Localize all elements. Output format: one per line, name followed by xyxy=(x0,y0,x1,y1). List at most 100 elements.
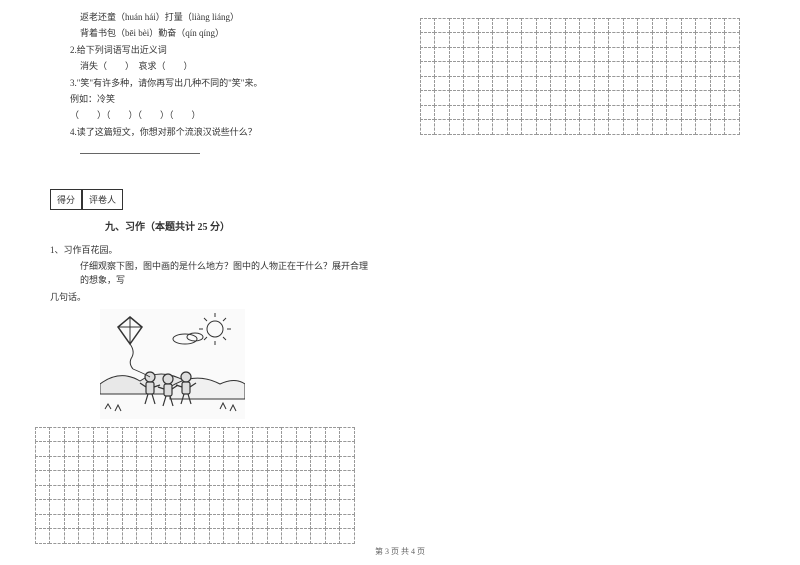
grid-cell xyxy=(550,32,566,48)
grid-row xyxy=(420,18,739,33)
grid-cell xyxy=(434,61,450,77)
grid-cell xyxy=(209,441,225,457)
grid-cell xyxy=(579,18,595,34)
grid-cell xyxy=(267,514,283,530)
reading-q3-example: 例如：冷笑 xyxy=(50,92,385,106)
grid-cell xyxy=(507,32,523,48)
section9-instr3: 几句话。 xyxy=(50,290,385,304)
grid-cell xyxy=(310,427,326,443)
grid-cell xyxy=(492,18,508,34)
grid-cell xyxy=(652,119,668,135)
grid-cell xyxy=(252,441,268,457)
grid-cell xyxy=(565,105,581,121)
grid-cell xyxy=(623,18,639,34)
grid-cell xyxy=(151,456,167,472)
grid-cell xyxy=(107,427,123,443)
grid-cell xyxy=(695,90,711,106)
grid-cell xyxy=(666,119,682,135)
grid-cell xyxy=(209,499,225,515)
grid-cell xyxy=(434,119,450,135)
grid-cell xyxy=(180,441,196,457)
grid-row xyxy=(420,105,739,120)
grid-cell xyxy=(93,528,109,544)
grid-cell xyxy=(136,499,152,515)
left-column: 返老还童（huán hái）打量（liàng liáng） 背着书包（bēi b… xyxy=(0,0,400,565)
grid-cell xyxy=(478,105,494,121)
grid-cell xyxy=(64,470,80,486)
grid-cell xyxy=(35,470,51,486)
grid-cell xyxy=(93,514,109,530)
grid-cell xyxy=(492,61,508,77)
grid-cell xyxy=(136,514,152,530)
page-footer: 第 3 页 共 4 页 xyxy=(0,546,800,557)
grid-cell xyxy=(565,47,581,63)
grid-cell xyxy=(449,32,465,48)
grid-cell xyxy=(223,427,239,443)
kite-drawing xyxy=(100,309,245,419)
grid-cell xyxy=(325,499,341,515)
grid-cell xyxy=(122,485,138,501)
grid-cell xyxy=(78,441,94,457)
grid-cell xyxy=(339,441,355,457)
grid-cell xyxy=(122,528,138,544)
grid-cell xyxy=(209,514,225,530)
grid-cell xyxy=(637,119,653,135)
grid-cell xyxy=(521,90,537,106)
grid-cell xyxy=(165,470,181,486)
grid-cell xyxy=(281,470,297,486)
grid-cell xyxy=(180,499,196,515)
grid-cell xyxy=(78,499,94,515)
grid-cell xyxy=(681,18,697,34)
grid-row xyxy=(35,456,354,471)
grid-row xyxy=(420,76,739,91)
grid-cell xyxy=(521,32,537,48)
grid-cell xyxy=(507,119,523,135)
grid-cell xyxy=(238,528,254,544)
grid-cell xyxy=(267,427,283,443)
grid-cell xyxy=(267,485,283,501)
grid-cell xyxy=(93,427,109,443)
grid-cell xyxy=(35,528,51,544)
grid-cell xyxy=(594,18,610,34)
grid-cell xyxy=(579,90,595,106)
grid-cell xyxy=(267,470,283,486)
section9-instr1: 1、习作百花园。 xyxy=(50,243,385,257)
grid-cell xyxy=(594,47,610,63)
grid-cell xyxy=(281,514,297,530)
grid-cell xyxy=(296,441,312,457)
grid-cell xyxy=(434,105,450,121)
grid-cell xyxy=(420,105,436,121)
grid-cell xyxy=(165,441,181,457)
grid-cell xyxy=(666,90,682,106)
grid-cell xyxy=(449,105,465,121)
grid-cell xyxy=(521,18,537,34)
grid-cell xyxy=(594,90,610,106)
grid-cell xyxy=(325,441,341,457)
grid-cell xyxy=(565,61,581,77)
grid-cell xyxy=(252,485,268,501)
grid-cell xyxy=(64,427,80,443)
grid-cell xyxy=(151,528,167,544)
grid-cell xyxy=(637,47,653,63)
score-label: 得分 xyxy=(50,189,82,210)
grid-cell xyxy=(165,528,181,544)
grid-cell xyxy=(194,499,210,515)
grid-cell xyxy=(652,47,668,63)
grid-cell xyxy=(325,456,341,472)
grid-cell xyxy=(463,47,479,63)
grid-cell xyxy=(536,61,552,77)
grid-cell xyxy=(681,76,697,92)
grid-cell xyxy=(310,514,326,530)
grid-cell xyxy=(478,47,494,63)
grid-cell xyxy=(223,456,239,472)
grid-cell xyxy=(107,485,123,501)
grid-cell xyxy=(339,456,355,472)
grid-cell xyxy=(310,528,326,544)
grid-cell xyxy=(507,76,523,92)
grid-cell xyxy=(710,32,726,48)
grid-cell xyxy=(608,61,624,77)
grid-cell xyxy=(521,61,537,77)
grid-cell xyxy=(325,470,341,486)
grid-cell xyxy=(78,456,94,472)
grid-cell xyxy=(122,514,138,530)
